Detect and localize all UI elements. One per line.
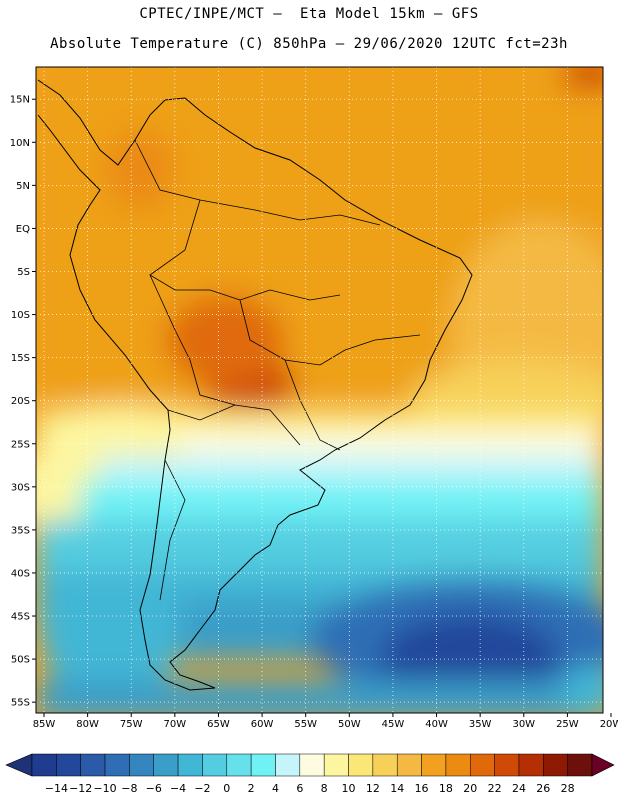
colorbar-tick-label: −6	[146, 782, 162, 795]
colorbar-swatch	[250, 753, 276, 777]
title-line-model: CPTEC/INPE/MCT – Eta Model 15km – GFS	[139, 6, 479, 22]
lon-label: 75W	[120, 719, 143, 730]
colorbar-swatch	[129, 753, 154, 777]
colorbar-swatch	[518, 753, 544, 777]
colorbar: −14 −12 −10 −8 −6 −4 −2 0 2 4 6 8 10 12 14 16 18 20 22 24 26…	[5, 753, 615, 795]
colorbar-swatch	[226, 753, 252, 777]
colorbar-swatch	[421, 753, 447, 777]
colorbar-tick-label: 16	[415, 782, 429, 795]
colorbar-swatch	[470, 753, 495, 777]
latitude-labels: 15N 10N 5N EQ 5S 10S 15S 20S 25S 30S 35S 40S 45S 50S 5…	[10, 95, 36, 709]
lon-label: 85W	[33, 719, 56, 730]
colorbar-tick-label: −4	[170, 782, 186, 795]
colorbar-tick-label: 10	[342, 782, 356, 795]
colorbar-tick-label: 4	[272, 782, 279, 795]
colorbar-swatch	[567, 753, 593, 777]
colorbar-tick-label: 14	[390, 782, 404, 795]
colorbar-swatch	[31, 753, 57, 777]
colorbar-tick-label: 0	[223, 782, 230, 795]
colorbar-swatch	[275, 753, 301, 777]
colorbar-tick-label: 12	[366, 782, 380, 795]
colorbar-tick-label: 8	[321, 782, 328, 795]
lat-label: 35S	[11, 525, 30, 536]
colorbar-swatch	[299, 753, 325, 777]
lat-label: 15S	[11, 353, 30, 364]
colorbar-tick-label: 22	[488, 782, 502, 795]
colorbar-swatch	[177, 753, 203, 777]
colorbar-tick-label: 18	[439, 782, 453, 795]
continent-outline	[37, 79, 473, 691]
lat-label: 5S	[17, 267, 30, 278]
lat-label: 20S	[11, 396, 30, 407]
lat-label: 30S	[11, 482, 30, 493]
colorbar-swatch	[104, 753, 130, 777]
colorbar-swatch	[445, 753, 471, 777]
colorbar-tick-label: 26	[536, 782, 550, 795]
colorbar-swatch	[372, 753, 398, 777]
colorbar-swatch	[202, 753, 228, 777]
lat-label: 25S	[11, 439, 30, 450]
colorbar-swatch	[56, 753, 81, 777]
colorbar-tick-label: 24	[512, 782, 526, 795]
colorbar-tick-label: −2	[194, 782, 210, 795]
lon-label: 70W	[164, 719, 187, 730]
lon-label: 20W	[600, 719, 618, 730]
colorbar-tick-label: 2	[248, 782, 255, 795]
lon-label: 80W	[76, 719, 99, 730]
map-frame	[35, 66, 604, 714]
map-field	[36, 67, 603, 713]
colorbar-tick-label: −14	[45, 782, 68, 795]
colorbar-tick-label: −8	[121, 782, 137, 795]
country-borders	[134, 139, 421, 601]
colorbar-swatch	[80, 753, 106, 777]
colorbar-tick-label: 6	[296, 782, 303, 795]
lon-label: 40W	[425, 719, 448, 730]
colorbar-under-arrow	[5, 753, 33, 777]
lat-label: 45S	[11, 612, 30, 623]
colorbar-tick-label: −10	[93, 782, 116, 795]
lon-label: 30W	[512, 719, 535, 730]
lat-label: 40S	[11, 568, 30, 579]
colorbar-swatch	[494, 753, 520, 777]
lon-label: 45W	[382, 719, 405, 730]
lon-label: 60W	[251, 719, 274, 730]
lon-label: 35W	[469, 719, 492, 730]
lat-label: 55S	[11, 698, 30, 709]
lon-label: 55W	[294, 719, 317, 730]
colorbar-tick-label: 28	[561, 782, 575, 795]
graticule	[36, 67, 603, 713]
colorbar-tick-label: −12	[69, 782, 92, 795]
colorbar-swatch	[323, 753, 349, 777]
colorbar-swatch	[543, 753, 568, 777]
title-line-variable: Absolute Temperature (C) 850hPa – 29/06/…	[50, 36, 568, 52]
longitude-labels: 85W 80W 75W 70W 65W 60W 55W 50W 45W 40W 35W 30W 25W 2…	[33, 713, 618, 730]
lon-label: 25W	[556, 719, 579, 730]
lat-label: 5N	[16, 181, 30, 192]
colorbar-over-arrow	[591, 753, 615, 777]
lat-label: 10N	[10, 138, 30, 149]
colorbar-swatch	[348, 753, 374, 777]
field-blobs	[36, 67, 603, 713]
lon-label: 50W	[338, 719, 361, 730]
colorbar-tick-label: 20	[463, 782, 477, 795]
lat-label: 15N	[10, 95, 30, 106]
lat-label: 10S	[11, 310, 30, 321]
colorbar-swatch	[153, 753, 179, 777]
lon-label: 65W	[207, 719, 230, 730]
colorbar-swatch	[396, 753, 422, 777]
lat-label: EQ	[16, 224, 30, 235]
lat-label: 50S	[11, 655, 30, 666]
